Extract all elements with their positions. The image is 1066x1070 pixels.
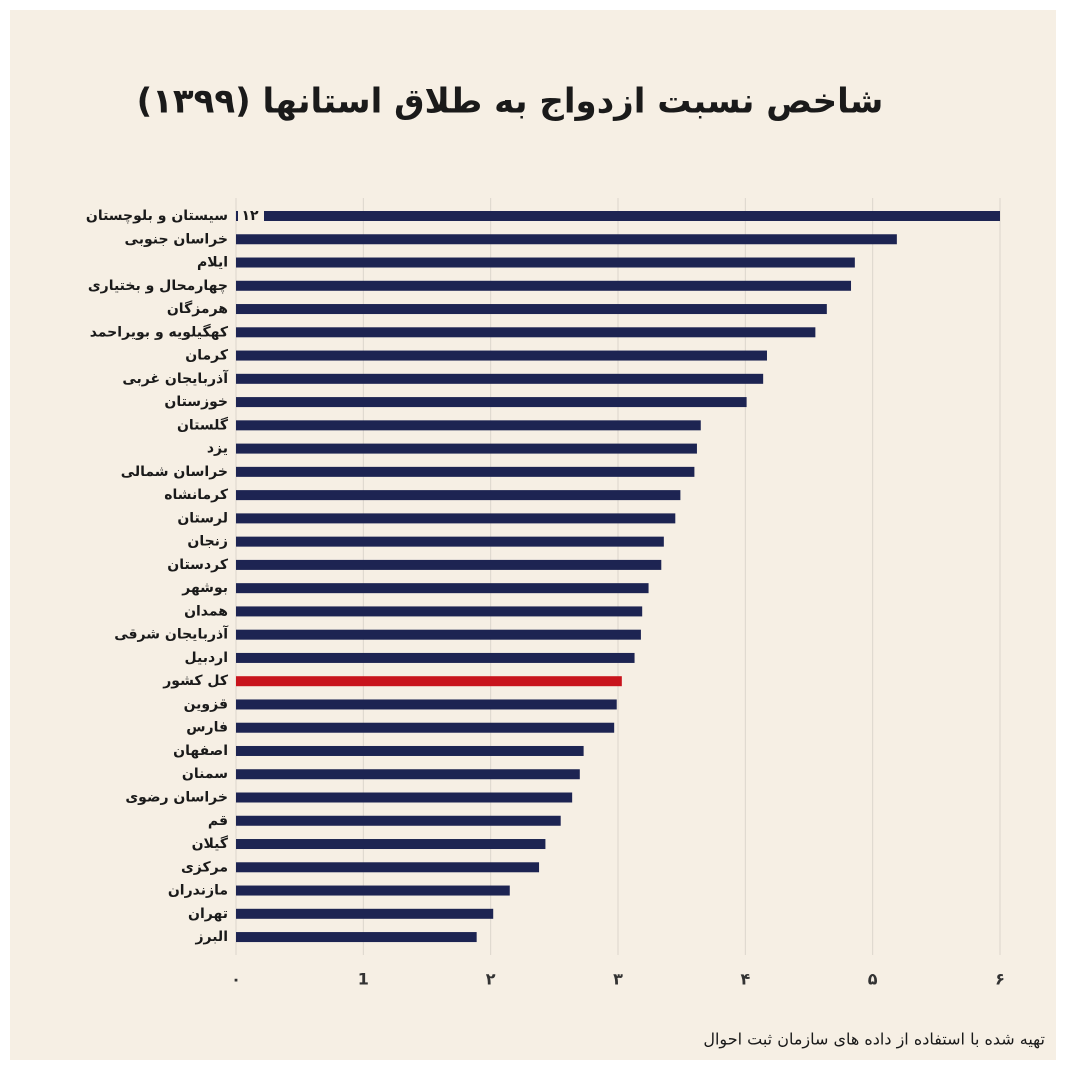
bar (236, 536, 664, 547)
bar (236, 397, 747, 408)
x-tick-label: ۲ (486, 970, 496, 989)
bar (236, 304, 827, 315)
category-label: خراسان شمالی (121, 464, 228, 480)
category-label: مازندران (168, 883, 228, 899)
category-label: هرمزگان (167, 300, 228, 317)
bar (236, 745, 584, 756)
bar (236, 676, 622, 687)
bar (236, 862, 540, 873)
x-tick-label: ۰ (231, 970, 241, 989)
background (10, 10, 1056, 1060)
bar (236, 559, 662, 570)
bar (236, 629, 641, 640)
bar (236, 234, 897, 245)
x-tick-label: ۵ (868, 970, 878, 989)
category-label: اصفهان (173, 743, 228, 759)
bar (236, 652, 635, 663)
bar (236, 908, 494, 919)
category-label: لرستان (177, 510, 228, 526)
bar (236, 606, 643, 617)
chart-title: شاخص نسبت ازدواج به طلاق استانها (۱۳۹۹) (137, 82, 884, 122)
category-label: قم (208, 813, 228, 829)
category-label: بوشهر (181, 580, 228, 596)
category-label: ایلام (197, 255, 228, 271)
x-tick-label: ۶ (995, 970, 1005, 989)
bar (236, 513, 676, 524)
footnote: تهیه شده با استفاده از داده های سازمان ث… (703, 1030, 1045, 1050)
category-label: تهران (188, 906, 228, 922)
bar (236, 839, 546, 850)
category-label: سمنان (182, 766, 228, 782)
category-label: آذربایجان شرقی (114, 625, 229, 643)
bar (236, 420, 701, 431)
category-label: البرز (194, 929, 228, 945)
bar (236, 490, 681, 501)
bar (236, 583, 649, 594)
bar (236, 443, 697, 454)
bar (236, 815, 561, 826)
category-label: کرمان (185, 348, 229, 364)
category-label: کردستان (167, 557, 229, 573)
category-label: خوزستان (164, 394, 228, 410)
category-label: خراسان جنوبی (125, 231, 228, 247)
bar (236, 466, 695, 477)
bar (236, 932, 477, 943)
category-label: فارس (186, 720, 228, 736)
bar (236, 211, 1000, 221)
bar (236, 350, 767, 361)
x-tick-label: ۴ (740, 970, 750, 989)
category-label: آذربایجان غربی (122, 369, 229, 387)
x-tick-label: ۳ (613, 970, 623, 989)
category-label: کل کشور (162, 673, 229, 689)
bar (236, 722, 615, 733)
bar (236, 699, 617, 710)
bar (236, 373, 764, 384)
x-tick-label: 1 (358, 970, 369, 989)
category-label: همدان (184, 603, 228, 619)
bar (236, 792, 573, 803)
category-label: اردبیل (184, 650, 228, 666)
bar (236, 327, 816, 338)
bar (236, 257, 855, 268)
category-label: گلستان (177, 416, 229, 433)
category-label: قزوین (184, 696, 228, 712)
category-label: چهارمحال و بختیاری (88, 278, 228, 294)
category-label: مرکزی (181, 859, 228, 875)
value-label: ١٢ (241, 208, 259, 224)
category-label: گیلان (192, 835, 229, 852)
bar (236, 769, 580, 780)
category-label: یزد (207, 441, 228, 457)
value-label-bg (238, 207, 264, 225)
category-label: زنجان (187, 534, 228, 550)
bar (236, 885, 510, 896)
category-label: خراسان رضوی (125, 790, 228, 806)
bar (236, 280, 852, 291)
category-label: کرمانشاه (164, 487, 229, 503)
category-label: کهگیلویه و بویراحمد (90, 323, 229, 340)
category-label: سیستان و بلوچستان (86, 208, 228, 224)
